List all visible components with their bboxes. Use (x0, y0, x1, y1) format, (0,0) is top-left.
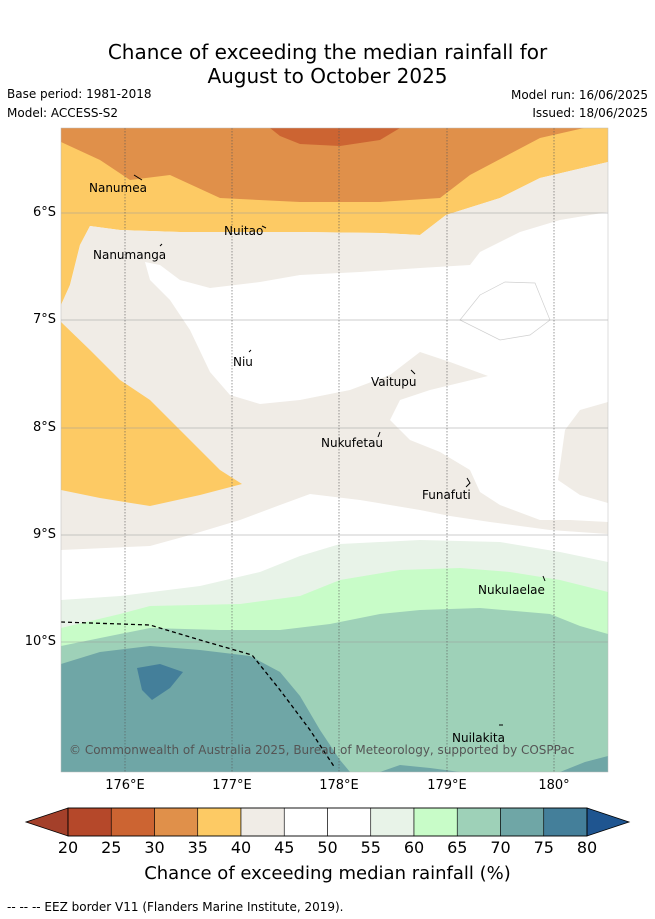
colorbar-cell (413, 807, 458, 837)
label-nuitao: Nuitao (224, 224, 263, 238)
band-darkorange-north (270, 128, 400, 146)
label-nukulaelae: Nukulaelae (478, 583, 545, 597)
island-mark-funafuti (465, 477, 471, 488)
colorbar-tick-label: 45 (274, 838, 295, 857)
model-name: Model: ACCESS-S2 (7, 106, 119, 120)
island-mark-nukufetau (377, 431, 381, 438)
lon-label-177e: 177°E (212, 778, 252, 793)
lon-label-176e: 176°E (105, 778, 145, 793)
colorbar-cell (240, 807, 285, 837)
colorbar-tick-label: 75 (533, 838, 554, 857)
lat-label-6s: 6°S (32, 205, 56, 220)
colorbar-tick-label: 30 (144, 838, 165, 857)
colorbar-tick-label: 65 (447, 838, 468, 857)
gridlines (61, 212, 608, 643)
colorbar-tick-label: 25 (101, 838, 122, 857)
label-nukufetau: Nukufetau (321, 436, 383, 450)
label-nanumea: Nanumea (89, 181, 147, 195)
contour-ring (459, 281, 551, 341)
colorbar-cell (327, 807, 372, 837)
copyright-text: © Commonwealth of Australia 2025, Bureau… (69, 743, 574, 757)
lat-label-10s: 10°S (24, 634, 56, 649)
colorbar-cell (370, 807, 415, 837)
lon-label-179e: 179°E (427, 778, 467, 793)
island-mark-vaitupu (410, 369, 416, 375)
colorbar-cell (67, 807, 112, 837)
colorbar-cell (110, 807, 155, 837)
colorbar-tick-label: 40 (230, 838, 252, 857)
band-darkteal (61, 646, 350, 772)
band-darkteal-southeast (560, 756, 608, 772)
eez-border (61, 621, 336, 769)
lat-label-7s: 7°S (32, 312, 56, 327)
meridians (124, 128, 555, 772)
label-nuilakita: Nuilakita (452, 731, 505, 745)
lat-label-8s: 8°S (32, 420, 56, 435)
colorbar-tick-label: 20 (57, 838, 79, 857)
label-niu: Niu (233, 355, 253, 369)
map-title: Chance of exceeding the median rainfall … (0, 40, 655, 88)
colorbar-frame (67, 807, 588, 837)
island-marks (133, 174, 546, 726)
colorbar-cell (197, 807, 242, 837)
model-run: Model run: 16/06/2025 (510, 88, 648, 102)
lon-label-180: 180° (538, 778, 570, 793)
band-yellow-west (61, 322, 242, 506)
band-blue (137, 664, 183, 700)
island-mark-nukulaelae (542, 575, 546, 582)
colorbar-tick-label: 50 (317, 838, 338, 857)
island-mark-nanumanga (159, 243, 163, 247)
island-mark-nanumea (133, 174, 143, 181)
lon-label-178e: 178°E (319, 778, 359, 793)
colorbar-tick-label: 60 (403, 838, 425, 857)
colorbar-tick-label: 80 (576, 838, 598, 857)
map-area: Nanumea Nuitao Nanumanga Niu Vaitupu Nuk… (61, 128, 608, 772)
label-vaitupu: Vaitupu (371, 375, 417, 389)
colorbar-tick-label: 70 (490, 838, 511, 857)
band-darkteal-south (380, 765, 460, 772)
island-mark-niu (248, 349, 252, 353)
place-labels: Nanumea Nuitao Nanumanga Niu Vaitupu Nuk… (89, 181, 545, 745)
colorbar-cell (283, 807, 328, 837)
colorbar-cell (456, 807, 501, 837)
band-beige-east (558, 402, 608, 503)
colorbar-cell (543, 807, 588, 837)
colorbar-title: Chance of exceeding median rainfall (%) (144, 863, 511, 884)
colorbar-cell (500, 807, 545, 837)
colorbar-tick-label: 35 (187, 838, 208, 857)
title-line-2: August to October 2025 (207, 64, 448, 88)
colorbar-tick-label: 55 (360, 838, 381, 857)
colorbar-cells (67, 807, 588, 837)
band-orange-north (61, 128, 608, 202)
colorbar-cell (154, 807, 199, 837)
colorbar (24, 807, 631, 837)
title-line-1: Chance of exceeding the median rainfall … (107, 40, 548, 64)
lat-label-9s: 9°S (32, 527, 56, 542)
eez-footnote: -- -- -- EEZ border V11 (Flanders Marine… (7, 900, 344, 914)
base-period: Base period: 1981-2018 (7, 87, 152, 101)
island-mark-nuitao (261, 225, 267, 229)
map-frame (60, 127, 609, 773)
issued-date: Issued: 18/06/2025 (532, 106, 648, 120)
colorbar-over-arrow (586, 807, 631, 837)
colorbar-under-arrow (24, 807, 69, 837)
label-funafuti: Funafuti (422, 488, 471, 502)
label-nanumanga: Nanumanga (93, 248, 166, 262)
